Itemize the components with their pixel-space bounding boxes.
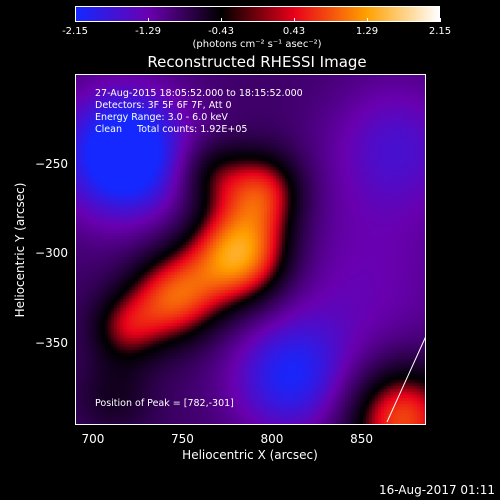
colorbar-tick-label: 0.43	[282, 26, 306, 37]
y-tick-label: −250	[35, 156, 68, 171]
limb-line	[386, 335, 426, 423]
colorbar-tick-mark	[75, 18, 76, 22]
x-tick-label: 850	[350, 432, 373, 446]
colorbar-units: (photons cm⁻² s⁻¹ asec⁻²)	[192, 39, 322, 50]
info-detectors: Detectors: 3F 5F 6F 7F, Att 0	[95, 100, 232, 111]
x-axis-label: Heliocentric X (arcsec)	[182, 448, 318, 462]
colorbar-tick-label: 1.29	[355, 26, 379, 37]
footer-timestamp: 16-Aug-2017 01:11	[378, 483, 495, 497]
peak-position-label: Position of Peak = [782,-301]	[95, 398, 234, 409]
y-axis-label: Heliocentric Y (arcsec)	[13, 182, 27, 318]
colorbar-tick-mark	[221, 18, 222, 22]
chart-title: Reconstructed RHESSI Image	[147, 53, 367, 71]
info-time-range: 27-Aug-2015 18:05:52.000 to 18:15:52.000	[95, 88, 303, 99]
heatmap-image	[75, 74, 426, 425]
plot-overlay	[386, 335, 426, 423]
x-tick-label: 800	[260, 432, 284, 446]
colorbar-tick-label: -2.15	[62, 26, 88, 37]
y-tick-label: −300	[35, 246, 68, 261]
x-tick-label: 700	[81, 432, 105, 446]
colorbar	[75, 6, 440, 22]
x-tick-label: 750	[170, 432, 194, 446]
colorbar-tick-label: -1.29	[135, 26, 161, 37]
colorbar-tick-label: 2.15	[428, 26, 452, 37]
colorbar-tick-label: -0.43	[208, 26, 234, 37]
colorbar-tick-mark	[294, 18, 295, 22]
colorbar-tick-mark	[367, 18, 368, 22]
colorbar-tick-mark	[440, 18, 441, 22]
y-tick-label: −350	[35, 335, 68, 350]
info-energy-range: Energy Range: 3.0 - 6.0 keV	[95, 112, 228, 123]
info-total-counts: Clean Total counts: 1.92E+05	[95, 124, 248, 135]
colorbar-tick-mark	[148, 18, 149, 22]
